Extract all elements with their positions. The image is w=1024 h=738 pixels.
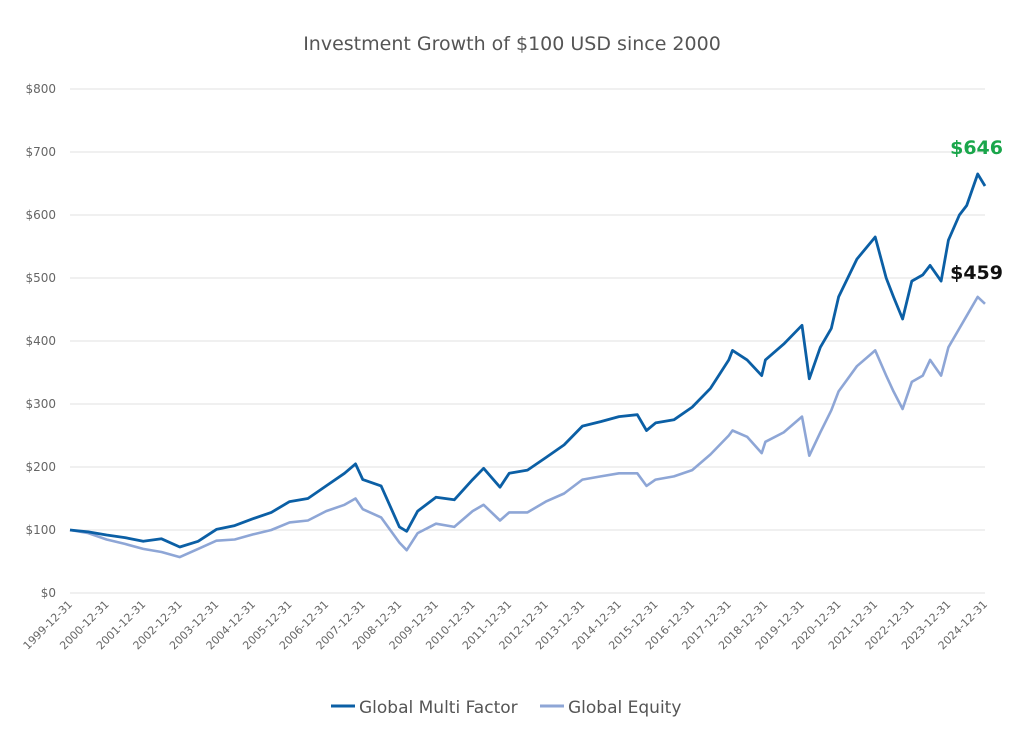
legend-item-multi-factor: Global Multi Factor <box>359 698 518 718</box>
y-tick-label: $600 <box>25 208 56 222</box>
end-value-label-equity: $459 <box>950 262 1003 284</box>
chart-title: Investment Growth of $100 USD since 2000 <box>303 33 721 55</box>
series-line-global-multi-factor <box>69 172 987 549</box>
end-value-label-multi-factor: $646 <box>950 137 1003 159</box>
y-tick-label: $700 <box>25 145 56 159</box>
y-tick-label: $200 <box>25 460 56 474</box>
y-tick-label: $100 <box>25 523 56 537</box>
legend-item-equity: Global Equity <box>568 698 681 718</box>
y-tick-label: $300 <box>25 397 56 411</box>
y-tick-label: $0 <box>41 586 56 600</box>
y-tick-label: $800 <box>25 82 56 96</box>
y-tick-label: $400 <box>25 334 56 348</box>
series-line-global-equity <box>69 295 986 559</box>
y-tick-label: $500 <box>25 271 56 285</box>
